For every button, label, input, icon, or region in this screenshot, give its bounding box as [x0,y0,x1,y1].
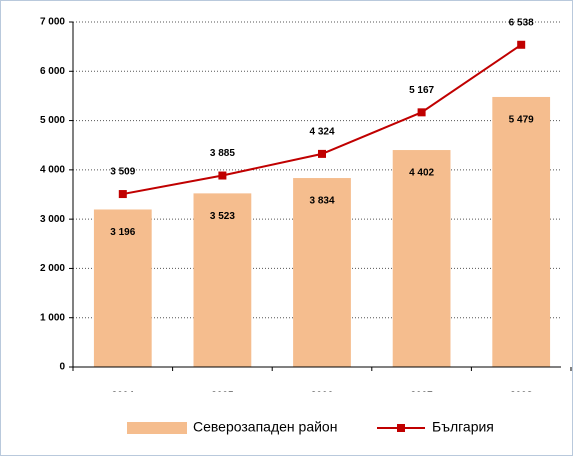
legend-marker [397,424,405,432]
line-value-label: 4 324 [309,127,334,138]
bar [193,193,252,367]
line-marker [118,190,127,199]
bar [392,150,451,367]
x-tick-label: 2005 [211,391,234,402]
y-tick-label: 7 000 [40,17,65,28]
line-value-label: 6 538 [509,17,534,28]
legend-label: Северозападен район [193,419,337,435]
line-value-label: 3 885 [210,148,235,159]
line-value-label: 3 509 [110,167,135,178]
y-tick-label: 5 000 [40,115,65,126]
y-tick-label: 2 000 [40,263,65,274]
legend-label: България [432,419,494,435]
x-tick-label: 2004 [112,391,135,402]
y-tick-label: 1 000 [40,312,65,323]
line-marker [417,108,426,117]
bar [293,178,351,367]
line-marker [218,171,227,180]
legend-swatch [127,422,187,434]
x-tick-label: 2007 [410,391,433,402]
bar-value-label: 5 479 [509,115,534,126]
bar [492,96,551,368]
y-tick-label: 3 000 [40,214,65,225]
bar-value-label: 4 402 [409,168,434,179]
x-tick-label: 2008 [510,391,533,402]
line-marker [318,149,326,158]
y-tick-label: 6 000 [40,66,65,77]
line-marker [517,40,526,49]
y-tick-label: 0 [59,362,65,373]
bar-value-label: 3 834 [309,196,334,207]
line-value-label: 5 167 [409,85,434,96]
y-tick-label: 4 000 [40,164,65,175]
bar-value-label: 3 523 [210,211,235,222]
bar-value-label: 3 196 [110,227,135,238]
x-tick-label: 2006 [311,391,334,402]
bar [93,209,152,367]
x-axis-labels: 2004 2005 2006 2007 2008 [112,391,533,402]
